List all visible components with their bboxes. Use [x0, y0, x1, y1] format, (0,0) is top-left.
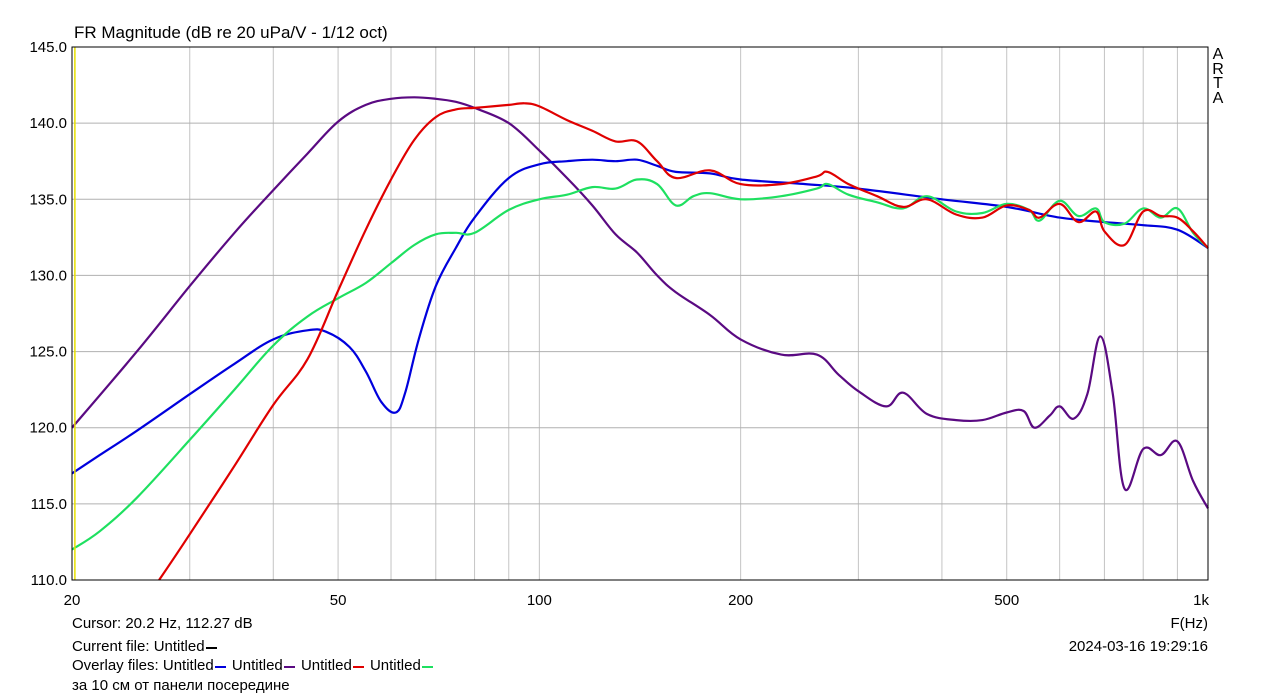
series-line [71, 158, 1209, 475]
x-tick-label: 1k [1193, 592, 1209, 609]
current-file-swatch [205, 647, 217, 650]
current-file-label: Current file: Untitled [72, 638, 205, 655]
overlay-file-name: Untitled [369, 657, 421, 674]
y-tick-label: 125.0 [29, 344, 67, 361]
chart-title: FR Magnitude (dB re 20 uPa/V - 1/12 oct) [74, 23, 388, 42]
y-tick-label: 130.0 [29, 267, 67, 284]
x-tick-label: 500 [994, 592, 1019, 609]
x-tick-label: 50 [330, 592, 347, 609]
watermark-letter: A [1212, 46, 1224, 63]
overlay-swatch [214, 666, 226, 669]
timestamp: 2024-03-16 19:29:16 [1068, 638, 1208, 655]
chart-grid [71, 46, 1209, 581]
series-line [158, 102, 1209, 581]
measurement-note: за 10 см от панели посередине [72, 677, 290, 694]
y-tick-label: 110.0 [31, 572, 67, 589]
frequency-response-chart: 110.0 115.0 120.0 125.0 130.0 135.0 140.0 145.0… [29, 23, 1209, 609]
arta-watermark: A R T A [1212, 46, 1224, 107]
y-tick-label: 145.0 [29, 39, 67, 56]
overlay-files-label: Overlay files: [72, 657, 159, 674]
series-line [71, 178, 1209, 551]
overlay-files: Overlay files: Untitled Untitled Untitle… [72, 657, 435, 675]
series-line [71, 96, 1209, 509]
chart-frame [71, 46, 1209, 581]
x-tick-label: 100 [527, 592, 552, 609]
watermark-letter: R [1212, 60, 1224, 78]
overlay-swatch [283, 666, 295, 669]
y-tick-label: 140.0 [29, 115, 67, 132]
overlay-file-name: Untitled [300, 657, 352, 674]
x-tick-label: 20 [64, 592, 81, 609]
plot-frame [71, 46, 1209, 581]
overlay-swatch [421, 666, 433, 669]
chart-ticks: 110.0 115.0 120.0 125.0 130.0 135.0 140.0 145.0… [29, 39, 1209, 609]
y-tick-label: 115.0 [31, 496, 67, 513]
watermark-letter: A [1212, 89, 1224, 107]
watermark-letter: T [1213, 75, 1223, 92]
plot-background [72, 47, 1208, 580]
overlay-file-name: Untitled [162, 657, 214, 674]
overlay-swatch [352, 666, 364, 669]
chart-plot-area [71, 47, 1209, 581]
cursor-readout: Cursor: 20.2 Hz, 112.27 dB [72, 615, 253, 632]
x-tick-label: 200 [728, 592, 753, 609]
y-tick-label: 120.0 [29, 420, 67, 437]
overlay-file-name: Untitled [231, 657, 283, 674]
current-file: Current file: Untitled [72, 638, 219, 656]
y-tick-label: 135.0 [29, 191, 67, 208]
x-axis-label: F(Hz) [1170, 615, 1209, 632]
